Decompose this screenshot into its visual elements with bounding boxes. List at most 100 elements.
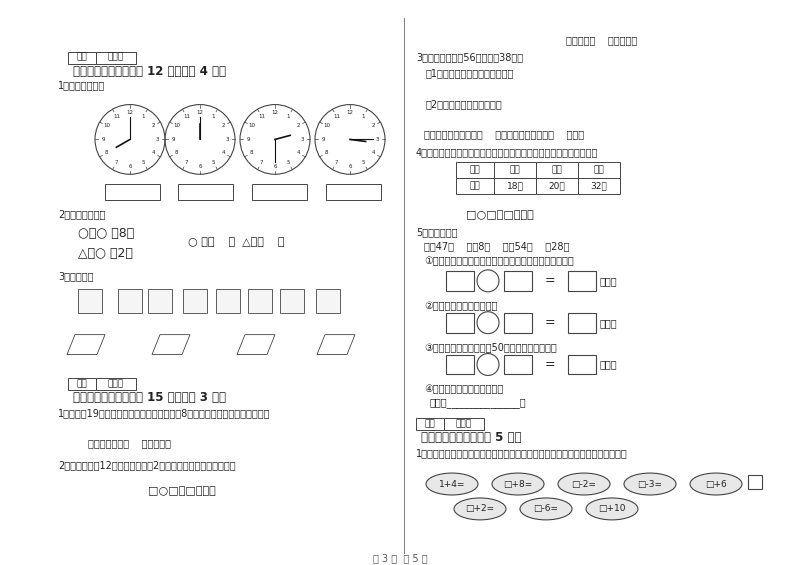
Text: △－○ ＝2，: △－○ ＝2， (78, 247, 133, 260)
Text: 1．小老鼠闻一只猫走来，突然前面一条河挡住了，你能帮助小老鼠顺利过河吗？: 1．小老鼠闻一只猫走来，突然前面一条河挡住了，你能帮助小老鼠顺利过河吗？ (416, 448, 628, 458)
Text: （元）: （元） (600, 359, 618, 370)
Bar (78, 289, 102, 312)
Text: ②衬衣比裤子便宜多少钱？: ②衬衣比裤子便宜多少钱？ (424, 301, 498, 311)
Text: 算术: 算术 (510, 166, 520, 175)
Text: 9: 9 (246, 137, 250, 142)
Bar (183, 289, 207, 312)
Text: ①爸爸给小明买了一顶帽子和一双鞋，一共用了多少钱？: ①爸爸给小明买了一顶帽子和一双鞋，一共用了多少钱？ (424, 256, 574, 266)
Text: □+8=: □+8= (503, 480, 533, 489)
Text: 12: 12 (197, 110, 203, 115)
Text: 7: 7 (185, 160, 188, 165)
Bar (118, 289, 142, 312)
Text: （元）: （元） (600, 276, 618, 286)
Bar (568, 312, 596, 333)
Bar (536, 179, 578, 194)
Bar (68, 52, 96, 64)
Bar (316, 289, 340, 312)
Bar (178, 184, 233, 200)
Bar (536, 162, 578, 179)
Text: 5．小小商店。: 5．小小商店。 (416, 227, 458, 237)
Bar (568, 271, 596, 291)
Text: =: = (545, 316, 555, 329)
Text: 1．老师给19个四好生每人发一朵花，还多出8朵红花。老师共有多少朵红花？: 1．老师给19个四好生每人发一朵花，还多出8朵红花。老师共有多少朵红花？ (58, 408, 270, 418)
Text: 答：老师共有（    ）朵红花。: 答：老师共有（ ）朵红花。 (88, 438, 171, 448)
Ellipse shape (492, 473, 544, 495)
Text: 9: 9 (171, 137, 174, 142)
Text: 拼音: 拼音 (594, 166, 604, 175)
Text: 4: 4 (297, 150, 300, 155)
Text: □-2=: □-2= (571, 480, 597, 489)
Ellipse shape (558, 473, 610, 495)
Text: 11: 11 (113, 114, 120, 119)
Bar (446, 312, 474, 333)
Text: 2．教室里面有12小同学，出去了2人，教室里还有几个小同学？: 2．教室里面有12小同学，出去了2人，教室里还有几个小同学？ (58, 460, 236, 470)
Polygon shape (317, 334, 355, 355)
Polygon shape (67, 334, 105, 355)
Bar (105, 184, 160, 200)
Text: 18本: 18本 (506, 182, 523, 191)
Text: =: = (545, 275, 555, 288)
Bar (96, 379, 136, 390)
Bar (504, 312, 532, 333)
Bar (578, 179, 620, 194)
Bar (148, 289, 172, 312)
Text: 5: 5 (142, 160, 146, 165)
Bar (0, 0, 800, 22)
Text: 3: 3 (300, 137, 304, 142)
Text: 6: 6 (348, 164, 352, 169)
Text: □-3=: □-3= (638, 480, 662, 489)
Text: 1: 1 (362, 114, 366, 119)
Text: 评卷人: 评卷人 (456, 419, 472, 428)
Bar (326, 184, 381, 200)
Text: 4: 4 (152, 150, 155, 155)
Text: 第 3 页  共 5 页: 第 3 页 共 5 页 (373, 553, 427, 563)
Text: 1: 1 (142, 114, 146, 119)
Text: 3: 3 (226, 137, 229, 142)
Text: 3．果园里有桃树56棵，梨树38棵。: 3．果园里有桃树56棵，梨树38棵。 (416, 52, 523, 62)
Text: 问题：_______________？: 问题：_______________？ (430, 398, 526, 408)
Text: 1+4=: 1+4= (439, 480, 465, 489)
Text: 12: 12 (346, 110, 354, 115)
Bar (568, 355, 596, 375)
Text: 11: 11 (333, 114, 340, 119)
Text: 2．看图列算式。: 2．看图列算式。 (58, 209, 106, 219)
Text: 4．丁丁的书包里装着不同的作业本（如下表），算术比拼音少几本？: 4．丁丁的书包里装着不同的作业本（如下表），算术比拼音少几本？ (416, 147, 598, 158)
Text: 种类: 种类 (470, 166, 480, 175)
Bar (248, 289, 272, 312)
Text: 2: 2 (372, 124, 375, 128)
Bar (444, 418, 484, 430)
Text: 12: 12 (126, 110, 134, 115)
Text: 答：桃树和梨树一共（    ）棵，桃树比梨树多（    ）棵。: 答：桃树和梨树一共（ ）棵，桃树比梨树多（ ）棵。 (424, 129, 584, 140)
Text: 3．连一连。: 3．连一连。 (58, 271, 94, 281)
Text: 九、个性空间（本题共 5 分）: 九、个性空间（本题共 5 分） (421, 431, 522, 444)
Text: ○ ＝（    ）  △＝（    ）: ○ ＝（ ） △＝（ ） (188, 237, 285, 247)
Text: 5: 5 (362, 160, 366, 165)
Text: 8: 8 (175, 150, 178, 155)
Text: 数量: 数量 (470, 182, 480, 191)
Ellipse shape (690, 473, 742, 495)
Text: 7: 7 (260, 160, 263, 165)
Text: ○＋○ ＝8，: ○＋○ ＝8， (78, 227, 134, 240)
Text: □+6: □+6 (705, 480, 727, 489)
Bar (416, 418, 444, 430)
Text: 8: 8 (105, 150, 108, 155)
Text: ③爸爸买一件衬衣，付出50元，应找回多少钱？: ③爸爸买一件衬衣，付出50元，应找回多少钱？ (424, 342, 557, 353)
Text: 1．看钟面填数。: 1．看钟面填数。 (58, 80, 106, 90)
Text: 10: 10 (173, 124, 180, 128)
Text: 得分: 得分 (77, 380, 87, 389)
Text: 七、看图说话（本题共 12 分，每题 4 分）: 七、看图说话（本题共 12 分，每题 4 分） (73, 65, 226, 78)
Text: 评卷人: 评卷人 (108, 380, 124, 389)
Bar (504, 271, 532, 291)
Text: 答：还有（    ）小同学。: 答：还有（ ）小同学。 (566, 35, 638, 45)
Text: 9: 9 (102, 137, 105, 142)
Text: 7: 7 (114, 160, 118, 165)
Bar (446, 271, 474, 291)
Text: （元）: （元） (600, 318, 618, 328)
Text: 8: 8 (250, 150, 254, 155)
Bar (96, 52, 136, 64)
Bar (456, 179, 494, 194)
Text: 4: 4 (222, 150, 225, 155)
Text: ④你还能解决哪些数学问题？: ④你还能解决哪些数学问题？ (424, 384, 503, 394)
Bar (68, 379, 96, 390)
Bar (504, 355, 532, 375)
